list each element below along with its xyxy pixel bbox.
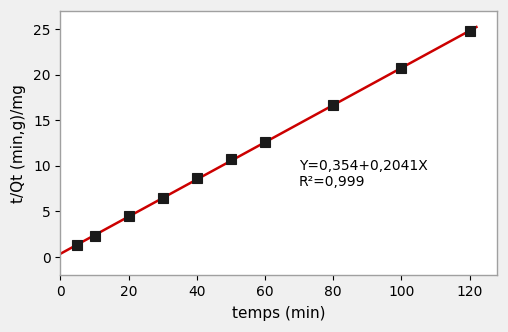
X-axis label: temps (min): temps (min) (232, 306, 326, 321)
Y-axis label: t/Qt (min,g)/mg: t/Qt (min,g)/mg (11, 84, 26, 203)
Text: Y=0,354+0,2041X
R²=0,999: Y=0,354+0,2041X R²=0,999 (299, 158, 428, 189)
